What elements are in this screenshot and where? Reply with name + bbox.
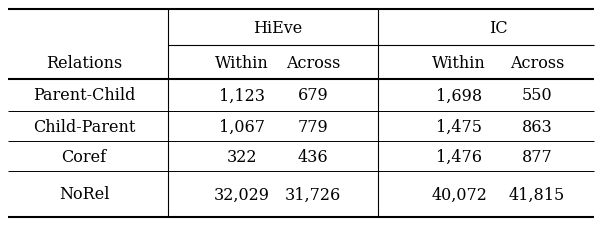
- Text: Across: Across: [510, 54, 564, 71]
- Text: HiEve: HiEve: [253, 20, 302, 36]
- Text: Parent-Child: Parent-Child: [33, 87, 135, 104]
- Text: Across: Across: [286, 54, 340, 71]
- Text: Within: Within: [432, 54, 486, 71]
- Text: NoRel: NoRel: [59, 186, 109, 203]
- Text: 1,476: 1,476: [436, 148, 482, 165]
- Text: 31,726: 31,726: [285, 186, 341, 203]
- Text: 863: 863: [521, 118, 553, 135]
- Text: 32,029: 32,029: [214, 186, 270, 203]
- Text: 679: 679: [297, 87, 328, 104]
- Text: 877: 877: [521, 148, 553, 165]
- Text: IC: IC: [489, 20, 507, 36]
- Text: 1,123: 1,123: [219, 87, 265, 104]
- Text: 1,698: 1,698: [436, 87, 482, 104]
- Text: 779: 779: [297, 118, 328, 135]
- Text: 41,815: 41,815: [509, 186, 565, 203]
- Text: 550: 550: [522, 87, 552, 104]
- Text: Child-Parent: Child-Parent: [33, 118, 135, 135]
- Text: 322: 322: [227, 148, 257, 165]
- Text: Relations: Relations: [46, 54, 122, 71]
- Text: Coref: Coref: [61, 148, 107, 165]
- Text: 1,475: 1,475: [436, 118, 482, 135]
- Text: 40,072: 40,072: [431, 186, 487, 203]
- Text: 1,067: 1,067: [219, 118, 265, 135]
- Text: Within: Within: [215, 54, 269, 71]
- Text: 436: 436: [297, 148, 328, 165]
